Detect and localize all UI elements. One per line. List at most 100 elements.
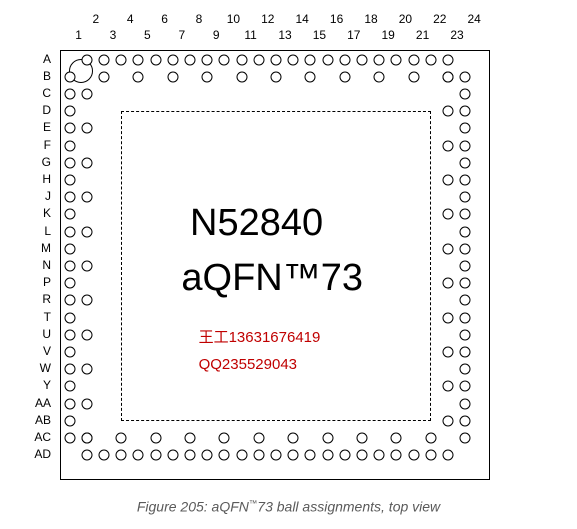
ball [64,433,75,444]
ball [185,54,196,65]
ball [116,450,127,461]
ball [460,347,471,358]
ball [460,106,471,117]
ball [425,433,436,444]
ball [81,261,92,272]
row-label-U: U [42,327,51,341]
col-label-15: 15 [313,28,326,42]
ball [202,54,213,65]
ball [150,433,161,444]
col-label-10: 10 [227,12,240,26]
ball [288,450,299,461]
ball [64,415,75,426]
ball [271,54,282,65]
ball [167,54,178,65]
col-label-5: 5 [144,28,151,42]
ball [443,71,454,82]
ball [357,450,368,461]
chip-part-number: N52840 [190,202,323,245]
ball [460,364,471,375]
col-label-24: 24 [468,12,481,26]
ball [460,381,471,392]
ball [425,450,436,461]
ball [460,295,471,306]
ball [64,364,75,375]
ball [64,157,75,168]
ball [460,312,471,323]
ball [64,123,75,134]
ball [460,71,471,82]
col-label-6: 6 [161,12,168,26]
ball [408,450,419,461]
ball [64,192,75,203]
ball [133,450,144,461]
ball [185,450,196,461]
row-label-V: V [43,344,51,358]
ball [253,54,264,65]
ball [202,71,213,82]
ball [460,192,471,203]
col-label-13: 13 [278,28,291,42]
ball [443,54,454,65]
ball [460,278,471,289]
diagram-wrapper: 123456789101112131415161718192021222324 … [10,10,567,519]
ball [460,140,471,151]
contact-line-1: 王工13631676419 [199,326,321,347]
ball [64,140,75,151]
row-label-H: H [42,172,51,186]
ball [443,312,454,323]
ball [288,433,299,444]
ball [81,398,92,409]
row-label-G: G [42,155,51,169]
ball [64,278,75,289]
ball [357,433,368,444]
col-label-22: 22 [433,12,446,26]
ball [64,226,75,237]
ball [219,450,230,461]
ball [460,123,471,134]
ball [460,261,471,272]
ball [81,226,92,237]
row-label-L: L [44,224,51,238]
ball [81,364,92,375]
ball [116,433,127,444]
ball [374,450,385,461]
col-label-16: 16 [330,12,343,26]
col-label-8: 8 [196,12,203,26]
ball [133,71,144,82]
ball [64,295,75,306]
ball [64,398,75,409]
ball [391,54,402,65]
ball [150,450,161,461]
ball [443,209,454,220]
row-label-W: W [40,361,51,375]
ball [150,54,161,65]
ball [460,329,471,340]
ball [374,54,385,65]
ball [236,54,247,65]
ball [236,450,247,461]
ball [322,54,333,65]
caption-prefix: Figure 205: aQFN [137,499,249,515]
ball [133,54,144,65]
ball [443,347,454,358]
row-label-A: A [43,52,51,66]
ball [460,243,471,254]
row-label-R: R [42,292,51,306]
ball [443,175,454,186]
col-label-3: 3 [110,28,117,42]
chip-outline: N52840 aQFN™73 王工13631676419 QQ235529043 [60,50,490,480]
ball [460,433,471,444]
row-label-D: D [42,103,51,117]
row-label-AB: AB [35,413,51,427]
ball [460,175,471,186]
chip-package-name: aQFN™73 [181,257,363,300]
row-label-C: C [42,86,51,100]
ball [81,433,92,444]
ball [64,329,75,340]
ball [81,295,92,306]
ball [460,89,471,100]
ball [357,54,368,65]
ball [64,209,75,220]
ball [460,398,471,409]
